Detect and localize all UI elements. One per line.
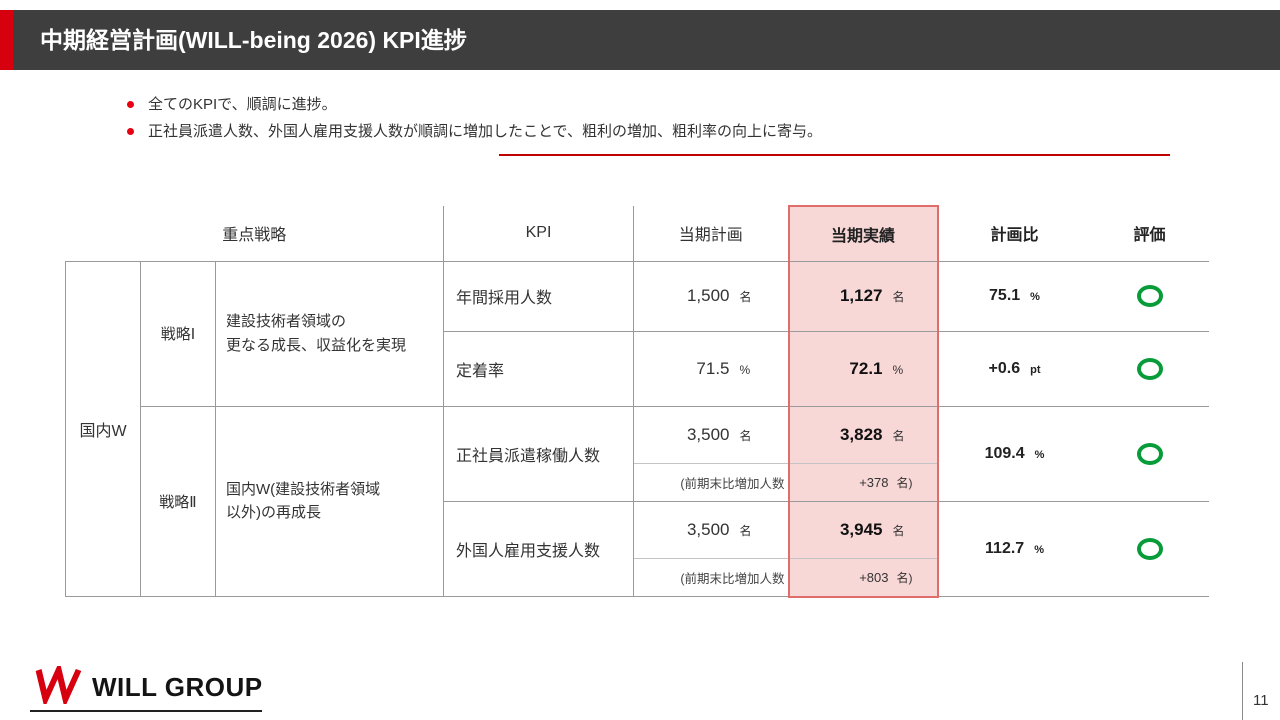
page-number: 11 — [1253, 692, 1269, 709]
plan-unit: % — [739, 362, 751, 377]
bullet-text: 正社員派遣人数、外国人雇用支援人数が順調に増加したことで、粗利の増加、粗利率の向… — [148, 122, 822, 140]
kpi-name: 定着率 — [443, 331, 634, 407]
actual-unit: 名 — [892, 290, 905, 304]
ratio-value: +0.6 — [988, 359, 1021, 377]
plan-value: 71.5 — [696, 358, 730, 378]
evaluation-good-circle-icon — [1136, 442, 1163, 465]
plan-cell: 1,500 名 — [633, 261, 789, 332]
ratio-cell: 75.1% — [937, 261, 1091, 332]
ratio-cell: 109.4% — [937, 406, 1091, 502]
ratio-value: 109.4 — [984, 444, 1025, 462]
col-header-ratio: 計画比 — [937, 206, 1091, 262]
actual-note-value: +378 — [859, 474, 889, 490]
actual-note-value: +803 — [859, 569, 889, 585]
title-accent-stripe — [0, 10, 13, 70]
kpi-name: 外国人雇用支援人数 — [443, 501, 634, 597]
col-header-plan: 当期計画 — [633, 206, 789, 262]
group-label-cell: 国内W — [65, 261, 141, 597]
ratio-unit: % — [1034, 543, 1044, 556]
col-header-kpi: KPI — [443, 206, 634, 262]
actual-unit: % — [892, 362, 904, 377]
actual-value: 72.1 — [849, 358, 883, 378]
ratio-value: 75.1 — [989, 287, 1021, 304]
actual-value: 1,127 — [839, 286, 883, 305]
table-header-row: 重点戦略 KPI 当期計画 当期実績 計画比 評価 — [65, 205, 1209, 262]
summary-bullets: 全てのKPIで、順調に進捗。 正社員派遣人数、外国人雇用支援人数が順調に増加した… — [127, 94, 1127, 148]
actual-note-unit: 名) — [896, 475, 913, 490]
plan-cell: 3,500 名 (前期末比増加人数 — [633, 406, 789, 502]
table-row: 国内W 戦略Ⅰ 建設技術者領域の 更なる成長、収益化を実現 年間採用人数 1,5… — [65, 261, 1209, 597]
plan-value: 3,500 — [686, 519, 730, 539]
kpi-name: 正社員派遣稼働人数 — [443, 406, 634, 502]
ratio-value: 112.7 — [985, 539, 1025, 557]
plan-cell: 71.5% — [633, 331, 789, 407]
ratio-cell: +0.6 pt — [937, 331, 1091, 407]
eval-cell — [1090, 501, 1209, 597]
ratio-unit: % — [1034, 448, 1045, 461]
actual-value: 3,945 — [839, 519, 883, 539]
plan-value: 3,500 — [686, 424, 730, 444]
page-title: 中期経営計画(WILL-being 2026) KPI進捗 — [40, 27, 467, 53]
company-logo-text: WILL GROUP — [92, 672, 263, 702]
eval-cell — [1090, 406, 1209, 502]
willgroup-w-mark-icon — [34, 660, 82, 709]
strategy1-description: 建設技術者領域の 更なる成長、収益化を実現 — [215, 261, 444, 407]
red-divider-line — [499, 154, 1170, 156]
evaluation-good-circle-icon — [1136, 537, 1163, 560]
strategy2-label: 戦略Ⅱ — [140, 406, 216, 597]
page-number-divider — [1242, 662, 1243, 720]
logo-underline — [30, 710, 262, 712]
plan-unit: 名 — [739, 523, 752, 538]
plan-value: 1,500 — [686, 286, 730, 305]
actual-cell: 3,828 名 +378 名) — [787, 406, 939, 502]
plan-cell: 3,500 名 (前期末比増加人数 — [633, 501, 789, 597]
bullet-dot-icon — [127, 127, 134, 135]
plan-unit: 名 — [739, 290, 752, 304]
ratio-unit: % — [1030, 291, 1040, 303]
bullet-item: 正社員派遣人数、外国人雇用支援人数が順調に増加したことで、粗利の増加、粗利率の向… — [127, 121, 1127, 143]
col-header-eval: 評価 — [1090, 206, 1209, 262]
kpi-name: 年間採用人数 — [443, 261, 634, 332]
evaluation-good-circle-icon — [1136, 285, 1163, 307]
col-header-strategy: 重点戦略 — [65, 206, 444, 262]
table-row: 外国人雇用支援人数 3,500 名 (前期末比増加人数 3,945 名 +803 名)… — [66, 501, 1209, 598]
bullet-item: 全てのKPIで、順調に進捗。 — [127, 94, 1127, 116]
actual-unit: 名 — [892, 428, 905, 443]
actual-cell: 72.1% — [787, 331, 939, 407]
bullet-dot-icon — [127, 101, 134, 108]
kpi-progress-table: 重点戦略 KPI 当期計画 当期実績 計画比 評価 国内W 戦略Ⅰ 建設技術者領… — [65, 205, 1209, 598]
plan-note: (前期末比増加人数 — [680, 571, 785, 586]
ratio-unit: pt — [1030, 363, 1041, 376]
table-row: 定着率 71.5% 72.1% +0.6 pt — [66, 331, 1209, 407]
actual-value: 3,828 — [839, 424, 883, 444]
bullet-text: 全てのKPIで、順調に進捗。 — [148, 96, 337, 113]
actual-cell: 3,945 名 +803 名) — [787, 501, 939, 598]
company-logo: WILL GROUP — [34, 660, 263, 709]
eval-cell — [1090, 331, 1209, 407]
actual-unit: 名 — [892, 523, 905, 538]
actual-note-unit: 名) — [896, 570, 913, 585]
title-bar: 中期経営計画(WILL-being 2026) KPI進捗 — [0, 10, 1280, 70]
strategy2-description: 国内W(建設技術者領域 以外)の再成長 — [215, 406, 444, 597]
strategy1-label: 戦略Ⅰ — [140, 261, 216, 407]
table-row: 戦略Ⅱ 国内W(建設技術者領域 以外)の再成長 正社員派遣稼働人数 3,500 名… — [66, 406, 1209, 597]
actual-cell: 1,127 名 — [787, 261, 939, 332]
col-header-actual: 当期実績 — [787, 205, 939, 262]
plan-note: (前期末比増加人数 — [680, 476, 785, 491]
plan-unit: 名 — [739, 428, 752, 443]
evaluation-good-circle-icon — [1136, 357, 1163, 380]
eval-cell — [1090, 261, 1209, 332]
ratio-cell: 112.7% — [937, 501, 1091, 597]
